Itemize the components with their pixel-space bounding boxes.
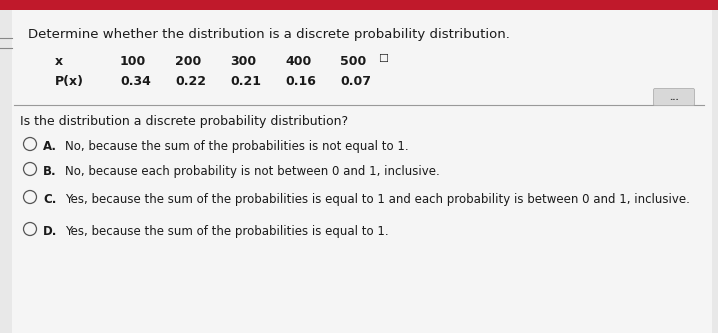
Text: 0.34: 0.34 [120,75,151,88]
Text: B.: B. [43,165,57,178]
Text: No, because each probability is not between 0 and 1, inclusive.: No, because each probability is not betw… [65,165,439,178]
Text: C.: C. [43,193,57,206]
Text: P(x): P(x) [55,75,84,88]
Text: No, because the sum of the probabilities is not equal to 1.: No, because the sum of the probabilities… [65,140,409,153]
FancyBboxPatch shape [653,89,694,106]
Text: 300: 300 [230,55,256,68]
Text: 200: 200 [175,55,201,68]
Text: ...: ... [669,93,679,102]
Text: 0.22: 0.22 [175,75,206,88]
Text: A.: A. [43,140,57,153]
Text: 0.07: 0.07 [340,75,371,88]
FancyBboxPatch shape [12,10,712,333]
Text: 0.16: 0.16 [285,75,316,88]
Text: 0.21: 0.21 [230,75,261,88]
Text: Determine whether the distribution is a discrete probability distribution.: Determine whether the distribution is a … [28,28,510,41]
FancyBboxPatch shape [0,0,718,10]
Text: Yes, because the sum of the probabilities is equal to 1 and each probability is : Yes, because the sum of the probabilitie… [65,193,690,206]
Text: 400: 400 [285,55,311,68]
Text: Is the distribution a discrete probability distribution?: Is the distribution a discrete probabili… [20,115,348,128]
Text: Yes, because the sum of the probabilities is equal to 1.: Yes, because the sum of the probabilitie… [65,225,388,238]
Text: x: x [55,55,63,68]
Text: ☐: ☐ [378,54,388,64]
Text: 100: 100 [120,55,146,68]
Text: D.: D. [43,225,57,238]
Text: 500: 500 [340,55,366,68]
